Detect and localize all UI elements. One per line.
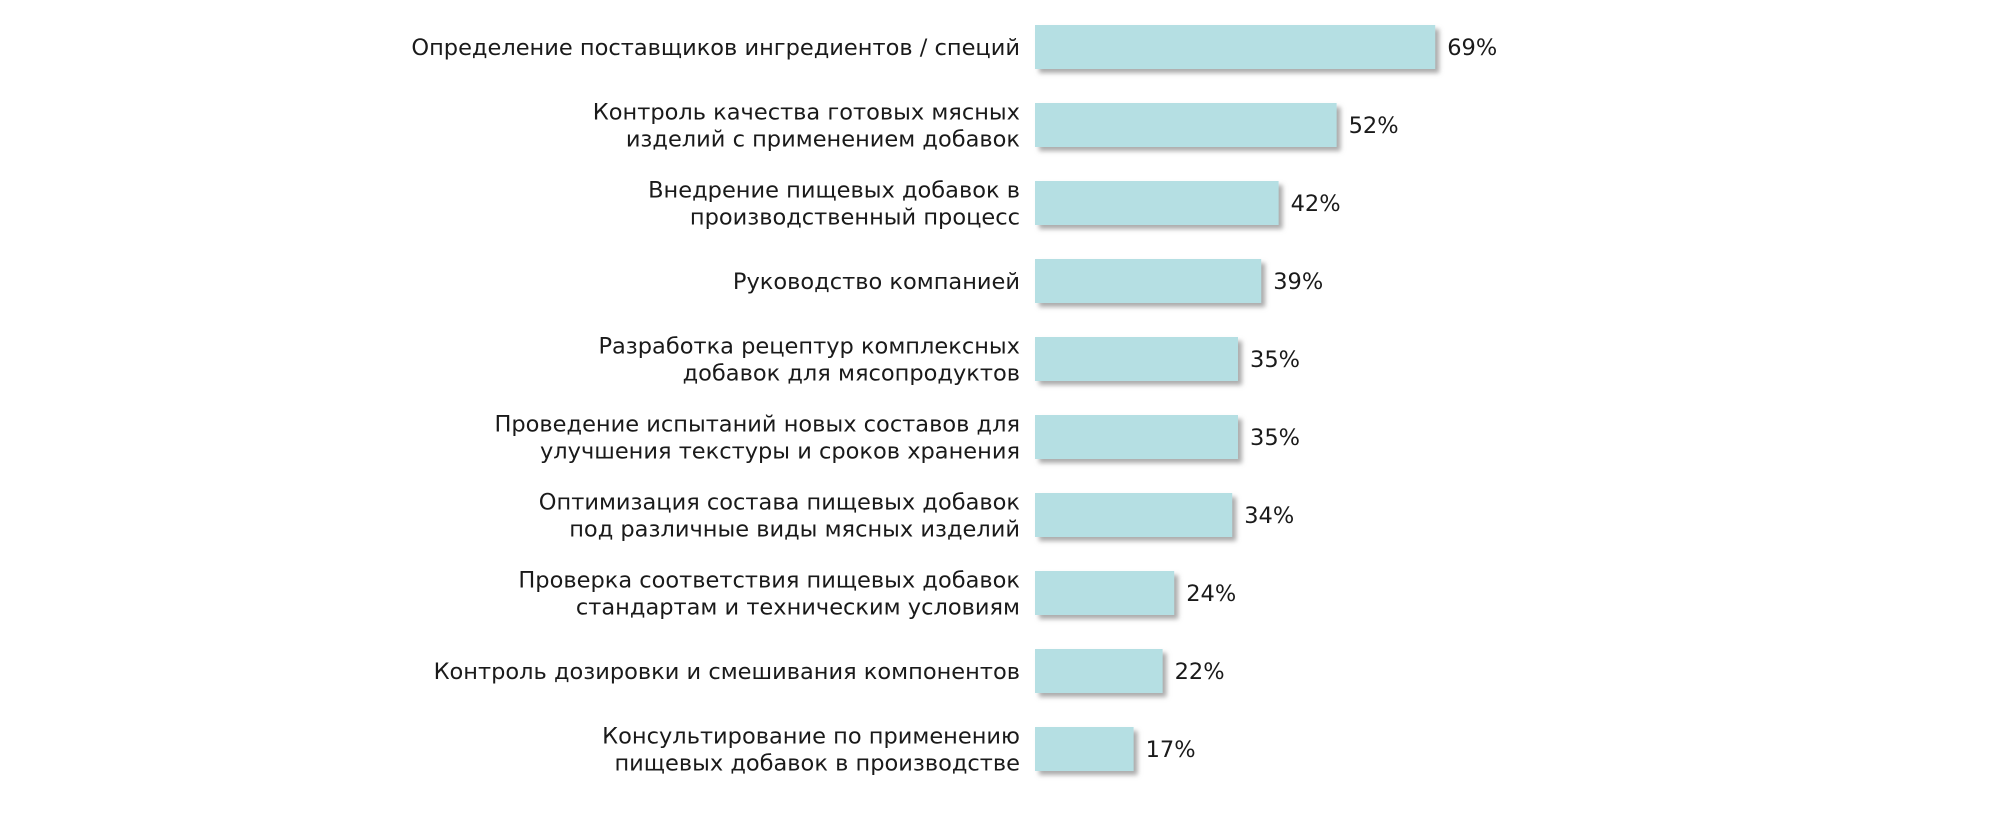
category-label-5-line-1: Разработка рецептур комплексных [598, 334, 1020, 360]
value-label-5: 35% [1250, 347, 1300, 373]
category-label-2-line-1: Контроль качества готовых мясных [593, 100, 1020, 126]
value-label-10: 17% [1146, 737, 1196, 763]
bar-3 [1035, 181, 1279, 225]
category-label-6-line-1: Проведение испытаний новых составов для [494, 412, 1020, 438]
category-label-8-line-2: стандартам и техническим условиям [576, 595, 1020, 621]
category-label-10-line-2: пищевых добавок в производстве [614, 751, 1020, 777]
value-label-7: 34% [1244, 503, 1294, 529]
category-label-10-line-1: Консультирование по применению [602, 724, 1020, 750]
category-label-3-line-1: Внедрение пищевых добавок в [648, 178, 1020, 204]
category-label-7-line-1: Оптимизация состава пищевых добавок [539, 490, 1020, 516]
bar-8 [1035, 571, 1175, 615]
category-label-9-line-1: Контроль дозировки и смешивания компонен… [434, 659, 1020, 685]
category-label-8-line-1: Проверка соответствия пищевых добавок [518, 568, 1020, 594]
value-label-4: 39% [1273, 269, 1323, 295]
bar-7 [1035, 493, 1233, 537]
category-label-6-line-2: улучшения текстуры и сроков хранения [540, 439, 1020, 465]
bar-2 [1035, 103, 1337, 147]
bar-4 [1035, 259, 1262, 303]
category-label-5-line-2: добавок для мясопродуктов [683, 361, 1020, 387]
bar-1 [1035, 25, 1436, 69]
category-label-7-line-2: под различные виды мясных изделий [569, 517, 1020, 543]
bars-group: 69% Определение поставщиков ингредиентов … [411, 25, 1497, 777]
category-label-1-line-1: Определение поставщиков ингредиентов / с… [411, 35, 1020, 61]
value-label-1: 69% [1447, 35, 1497, 61]
category-label-4-line-1: Руководство компанией [733, 269, 1020, 295]
value-label-9: 22% [1175, 659, 1225, 685]
bar-9 [1035, 649, 1163, 693]
category-label-2-line-2: изделий с применением добавок [626, 127, 1020, 153]
value-label-3: 42% [1291, 191, 1341, 217]
value-label-6: 35% [1250, 425, 1300, 451]
value-label-8: 24% [1186, 581, 1236, 607]
value-label-2: 52% [1349, 113, 1399, 139]
category-label-3-line-2: производственный процесс [690, 205, 1020, 231]
bar-6 [1035, 415, 1238, 459]
bar-10 [1035, 727, 1134, 771]
bar-5 [1035, 337, 1238, 381]
